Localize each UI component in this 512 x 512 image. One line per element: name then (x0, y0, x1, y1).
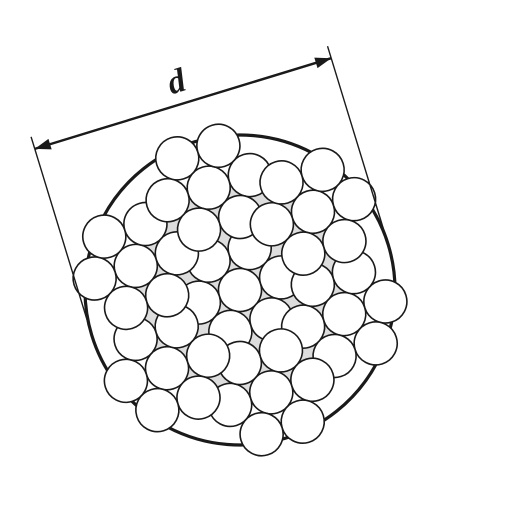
diagram-group: d (21, 18, 439, 494)
dimension-label: d (163, 62, 191, 103)
wire-rope-cross-section: d (0, 0, 512, 512)
